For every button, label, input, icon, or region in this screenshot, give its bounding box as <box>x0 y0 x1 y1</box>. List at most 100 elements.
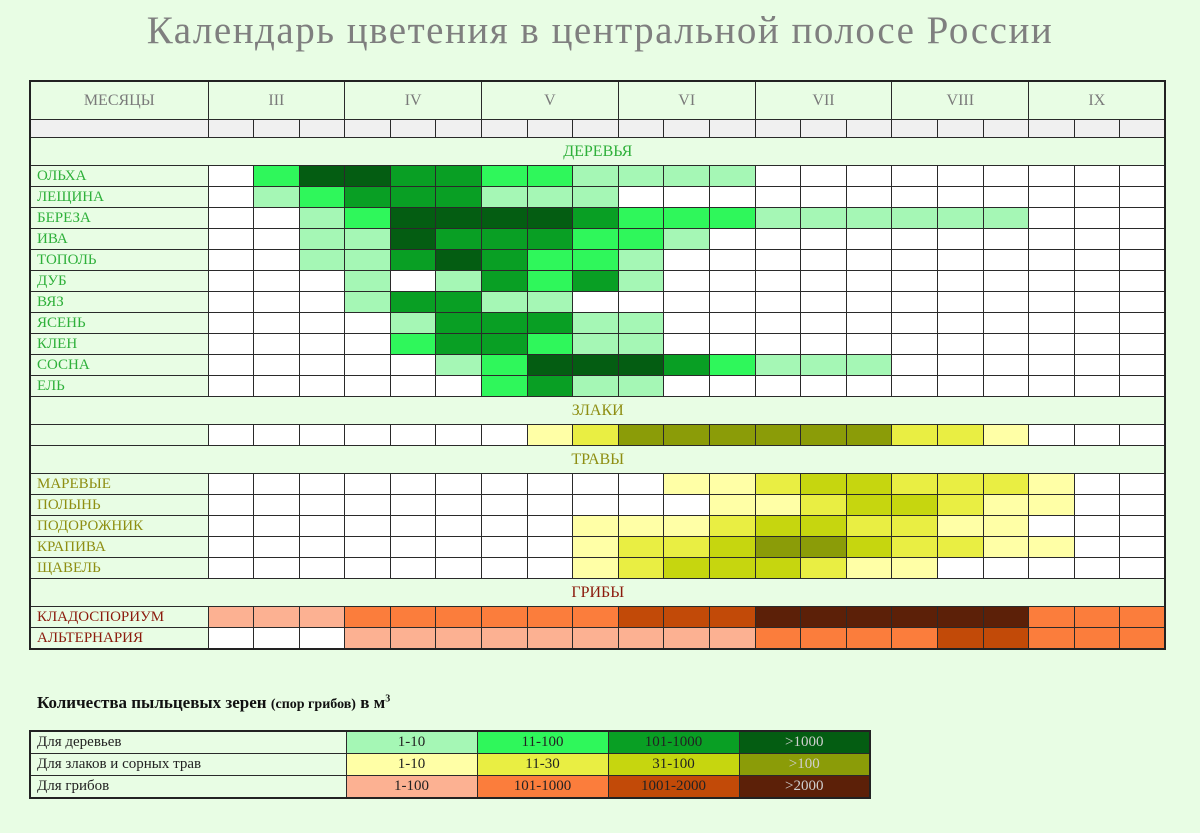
bloom-cell <box>663 333 711 355</box>
bloom-cell <box>207 606 255 628</box>
decade-cell <box>526 119 574 138</box>
bloom-cell <box>1073 627 1121 650</box>
bloom-cell <box>982 536 1030 558</box>
bloom-cell <box>891 165 938 187</box>
legend-swatch: 11-30 <box>476 753 609 776</box>
legend-title-exp: 3 <box>385 693 391 705</box>
bloom-cell <box>845 186 893 208</box>
bloom-cell <box>1119 424 1166 446</box>
bloom-cell <box>1028 557 1075 579</box>
bloom-cell <box>891 515 938 537</box>
bloom-cell <box>1119 165 1166 187</box>
plant-row: МАРЕВЫЕ <box>29 473 1166 495</box>
bloom-cell <box>617 165 665 187</box>
bloom-cell <box>1073 424 1121 446</box>
plant-name: ДУБ <box>29 270 209 292</box>
bloom-cell <box>207 165 255 187</box>
bloom-cell <box>253 270 300 292</box>
bloom-cell <box>845 270 893 292</box>
bloom-cell <box>435 228 483 250</box>
bloom-cell <box>1119 291 1166 313</box>
plant-row: КЛЕН <box>29 333 1166 355</box>
plant-name: ТОПОЛЬ <box>29 249 209 271</box>
bloom-cell <box>663 515 711 537</box>
bloom-cell <box>435 354 483 376</box>
bloom-cell <box>617 249 665 271</box>
legend-row-label: Для злаков и сорных трав <box>29 753 347 776</box>
decade-cell <box>845 119 893 138</box>
bloom-cell <box>298 333 346 355</box>
bloom-cell <box>617 473 665 495</box>
bloom-cell <box>435 186 483 208</box>
plant-row: ПОДОРОЖНИК <box>29 515 1166 537</box>
bloom-cell <box>663 354 711 376</box>
bloom-cell <box>298 473 346 495</box>
months-label: МЕСЯЦЫ <box>29 80 209 120</box>
bloom-cell <box>344 333 391 355</box>
bloom-cell <box>1073 249 1121 271</box>
bloom-cell <box>982 424 1030 446</box>
concentration-legend: Для деревьев 1-10 11-100 101-1000 >1000 Для з… <box>29 730 871 799</box>
bloom-cell <box>754 375 802 397</box>
bloom-cell <box>1028 207 1075 229</box>
bloom-cell <box>709 627 756 650</box>
bloom-cell <box>572 354 619 376</box>
bloom-cell <box>344 165 391 187</box>
bloom-cell <box>663 473 711 495</box>
section-header: ЗЛАКИ <box>29 396 1166 425</box>
bloom-cell <box>1119 606 1166 628</box>
plant-row: ЛЕЩИНА <box>29 186 1166 208</box>
bloom-cell <box>344 536 391 558</box>
bloom-cell <box>754 333 802 355</box>
bloom-cell <box>982 249 1030 271</box>
bloom-cell <box>1119 536 1166 558</box>
bloom-cell <box>344 606 391 628</box>
bloom-cell <box>572 249 619 271</box>
bloom-cell <box>1073 228 1121 250</box>
legend-title-main: Количества пыльцевых зерен <box>37 693 267 712</box>
plant-row: ЕЛЬ <box>29 375 1166 397</box>
bloom-cell <box>845 249 893 271</box>
decade-cell <box>572 119 619 138</box>
bloom-cell <box>207 354 255 376</box>
bloom-cell <box>663 424 711 446</box>
bloom-cell <box>253 473 300 495</box>
bloom-cell <box>481 473 528 495</box>
bloom-cell <box>298 424 346 446</box>
bloom-cell <box>982 473 1030 495</box>
bloom-cell <box>754 606 802 628</box>
bloom-cell <box>1028 536 1075 558</box>
plant-name: КЛАДОСПОРИУМ <box>29 606 209 628</box>
plant-name: КРАПИВА <box>29 536 209 558</box>
bloom-cell <box>1028 312 1075 334</box>
bloom-cell <box>663 557 711 579</box>
bloom-cell <box>481 312 528 334</box>
bloom-cell <box>572 515 619 537</box>
bloom-cell <box>481 228 528 250</box>
bloom-cell <box>389 312 437 334</box>
bloom-cell <box>207 186 255 208</box>
bloom-cell <box>709 207 756 229</box>
legend-swatch: 31-100 <box>607 753 740 776</box>
bloom-cell <box>526 627 574 650</box>
bloom-cell <box>298 312 346 334</box>
decade-cell <box>1028 119 1075 138</box>
bloom-cell <box>709 228 756 250</box>
page-title: Календарь цветения в центральной полосе … <box>146 9 1054 52</box>
bloom-cell <box>481 606 528 628</box>
bloom-cell <box>709 333 756 355</box>
bloom-cell <box>435 375 483 397</box>
bloom-cell <box>800 473 847 495</box>
bloom-cell <box>298 354 346 376</box>
bloom-cell <box>617 186 665 208</box>
bloom-cell <box>800 165 847 187</box>
legend-swatch: 1001-2000 <box>607 775 740 799</box>
plant-name: ВЯЗ <box>29 291 209 313</box>
bloom-cell <box>1073 207 1121 229</box>
plant-row: КЛАДОСПОРИУМ <box>29 606 1166 628</box>
bloom-cell <box>709 291 756 313</box>
bloom-cell <box>617 627 665 650</box>
bloom-cell <box>982 228 1030 250</box>
bloom-cell <box>389 228 437 250</box>
bloom-cell <box>1119 473 1166 495</box>
